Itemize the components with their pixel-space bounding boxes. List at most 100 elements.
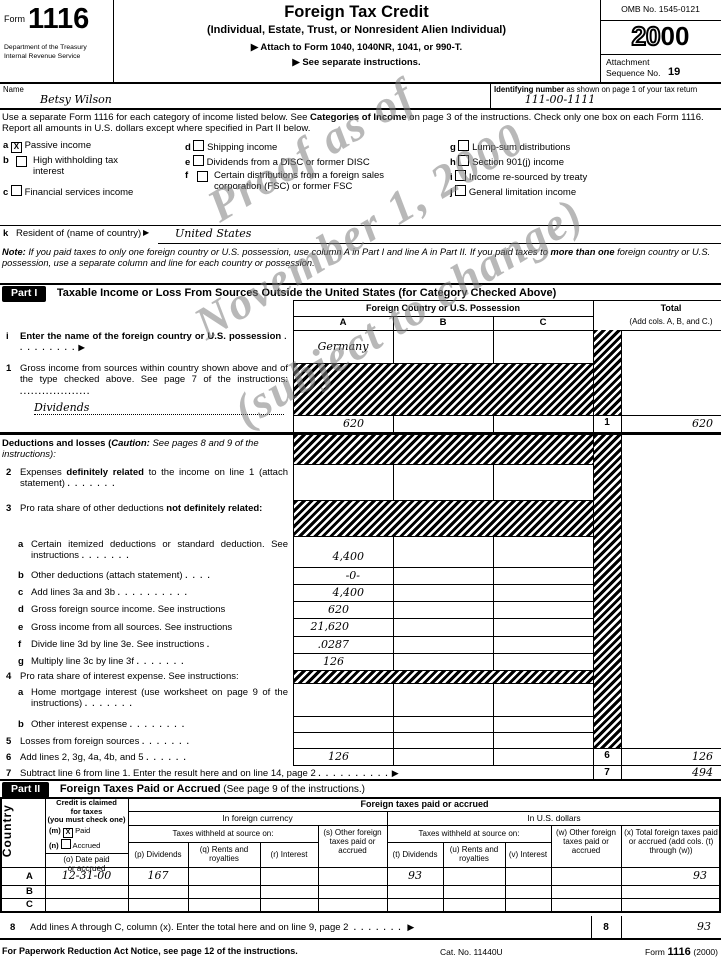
see-instructions-line: ▶ See separate instructions. xyxy=(292,57,421,68)
line-1-entry[interactable]: Dividends xyxy=(34,401,284,416)
line-6-box-number: 6 xyxy=(604,750,610,761)
line-3g-label: Multiply line 3c by line 3f . . . . . . … xyxy=(31,656,185,667)
line-3b-col-a-value[interactable]: -0- xyxy=(345,569,360,582)
category-h-checkbox[interactable] xyxy=(458,155,470,166)
line-4a-dots: . . . . . . . xyxy=(84,699,134,709)
intro-pre: Use a separate Form 1116 for each catego… xyxy=(2,112,311,123)
form-header: Form 1116 Department of the Treasury Int… xyxy=(0,0,721,84)
category-j-checkbox[interactable] xyxy=(455,185,467,196)
part2-badge: Part II xyxy=(2,782,50,798)
line-3f-col-a-value[interactable]: .0287 xyxy=(317,638,350,651)
line-6-label-text: Add lines 2, 3g, 4a, 4b, and 5 xyxy=(20,752,144,763)
part2-heading-note: (See page 9 of the instructions.) xyxy=(223,784,365,795)
category-a-checkmark: X xyxy=(13,142,20,151)
line-6-total-value[interactable]: 126 xyxy=(692,750,713,763)
resident-country-label: Resident of (name of country) xyxy=(16,228,142,239)
part1-heading: Taxable Income or Loss From Sources Outs… xyxy=(56,287,557,299)
row-a-date-value[interactable]: 12-31-00 xyxy=(61,869,112,882)
resident-country-value[interactable]: United States xyxy=(175,227,252,240)
name-value[interactable]: Betsy Wilson xyxy=(40,93,112,106)
line-1-label: Gross income from sources within country… xyxy=(20,363,288,397)
row-a-col-p-value[interactable]: 167 xyxy=(147,869,169,882)
category-d-checkbox[interactable] xyxy=(193,140,205,151)
dept-line2: Internal Revenue Service xyxy=(4,53,81,60)
line-3d-number: d xyxy=(18,604,24,615)
identifying-number-value[interactable]: 111-00-1111 xyxy=(524,93,596,106)
line-4-number: 4 xyxy=(6,671,12,682)
line-2-number: 2 xyxy=(6,467,12,478)
line-4b-number: b xyxy=(18,719,24,730)
category-f-checkbox[interactable] xyxy=(197,171,208,182)
hatched-cell xyxy=(294,435,593,464)
attachment-label: Attachment xyxy=(606,57,650,67)
foreign-taxes-group-header: Foreign taxes paid or accrued xyxy=(360,799,489,809)
line-3-number: 3 xyxy=(6,503,12,514)
column-a-header: A xyxy=(339,317,347,328)
tax-year-solid: 00 xyxy=(660,21,690,51)
form-subtitle: (Individual, Estate, Trust, or Nonreside… xyxy=(206,24,507,36)
row-a-col-t-value[interactable]: 93 xyxy=(408,869,422,882)
line-2-dots: . . . . . . . xyxy=(67,479,116,489)
line-3a-col-a-value[interactable]: 4,400 xyxy=(332,550,365,563)
line-4b-dots: . . . . . . . . xyxy=(129,720,186,729)
line-3g-col-a-value[interactable]: 126 xyxy=(323,655,344,668)
category-c-checkbox[interactable] xyxy=(10,185,22,196)
country-a-value[interactable]: Germany xyxy=(317,340,369,353)
paid-checkmark: X xyxy=(65,829,71,836)
line-3g-number: g xyxy=(18,656,24,667)
line-3b-label: Other deductions (attach statement) . . … xyxy=(31,570,211,581)
line-3a-number: a xyxy=(18,539,24,550)
accrued-option-letter: (n) xyxy=(49,841,59,850)
line-3c-col-a-value[interactable]: 4,400 xyxy=(332,586,365,599)
line-3d-col-a-value[interactable]: 620 xyxy=(328,603,349,616)
date-paid-header: (o) Date paid or accrued xyxy=(45,855,128,873)
line-6-label: Add lines 2, 3g, 4a, 4b, and 5 . . . . .… xyxy=(20,752,187,763)
row-a-col-x-value[interactable]: 93 xyxy=(693,869,707,882)
identifying-number-label-rest: as shown on page 1 of your tax return xyxy=(564,85,698,94)
line-3g-dots: . . . . . . . xyxy=(136,657,186,666)
footer-form-year: (2000) xyxy=(693,947,718,957)
category-i-checkbox[interactable] xyxy=(455,170,467,181)
us-dollars-header: In U.S. dollars xyxy=(527,813,581,823)
line-3e-col-a-value[interactable]: 21,620 xyxy=(310,620,350,633)
row-b-date-value[interactable] xyxy=(45,886,128,898)
part2-header-bar: Part II Foreign Taxes Paid or Accrued (S… xyxy=(2,782,365,798)
line-1-label-text: Gross income from sources within country… xyxy=(20,363,288,386)
category-g-checkbox[interactable] xyxy=(458,140,470,151)
line-8-value[interactable]: 93 xyxy=(697,920,711,933)
line-1-col-a-value[interactable]: 620 xyxy=(343,417,364,430)
row-b-letter: B xyxy=(26,886,33,897)
form-title: Foreign Tax Credit xyxy=(284,3,429,21)
category-h-label: Section 901(j) income xyxy=(472,157,564,168)
line-8-row: 8 Add lines A through C, column (x). Ent… xyxy=(0,916,721,940)
line-1-total-value[interactable]: 620 xyxy=(692,417,713,430)
resident-country-row: k Resident of (name of country) ▶ United… xyxy=(0,227,721,244)
name-label: Name xyxy=(3,85,24,94)
page-footer: For Paperwork Reduction Act Notice, see … xyxy=(0,944,721,960)
line-i-dots: . . . . . . . . . xyxy=(20,332,288,353)
row-c-date-value[interactable] xyxy=(45,899,128,911)
category-a-checkbox[interactable]: X xyxy=(10,142,22,153)
category-e-checkbox[interactable] xyxy=(192,155,204,166)
column-b-header: B xyxy=(439,317,447,328)
line-5-number: 5 xyxy=(6,736,12,747)
accrued-checkbox[interactable] xyxy=(60,839,71,849)
line-4a-label: Home mortgage interest (use worksheet on… xyxy=(31,687,288,710)
line-6-col-a-value[interactable]: 126 xyxy=(328,750,349,763)
category-d: d Shipping income xyxy=(185,140,277,153)
line-3c-number: c xyxy=(18,587,24,598)
category-d-letter: d xyxy=(185,142,191,153)
line-i-number: i xyxy=(6,331,9,342)
category-e: e Dividends from a DISC or former DISC xyxy=(185,155,370,168)
line-5-dots: . . . . . . . xyxy=(141,737,191,746)
category-e-label: Dividends from a DISC or former DISC xyxy=(206,157,370,168)
identifying-number-label: Identifying number as shown on page 1 of… xyxy=(494,85,720,94)
paid-checkbox[interactable]: X xyxy=(62,828,73,838)
line-7-total-value[interactable]: 494 xyxy=(692,766,713,779)
footer-form-word: Form xyxy=(645,947,665,957)
category-b-checkbox[interactable] xyxy=(16,156,27,167)
category-f-label: Certain distributions from a foreign sal… xyxy=(214,170,385,193)
line-8-dots: . . . . . . . xyxy=(353,923,403,932)
withheld-source-usd-header: Taxes withheld at source on: xyxy=(418,829,520,838)
